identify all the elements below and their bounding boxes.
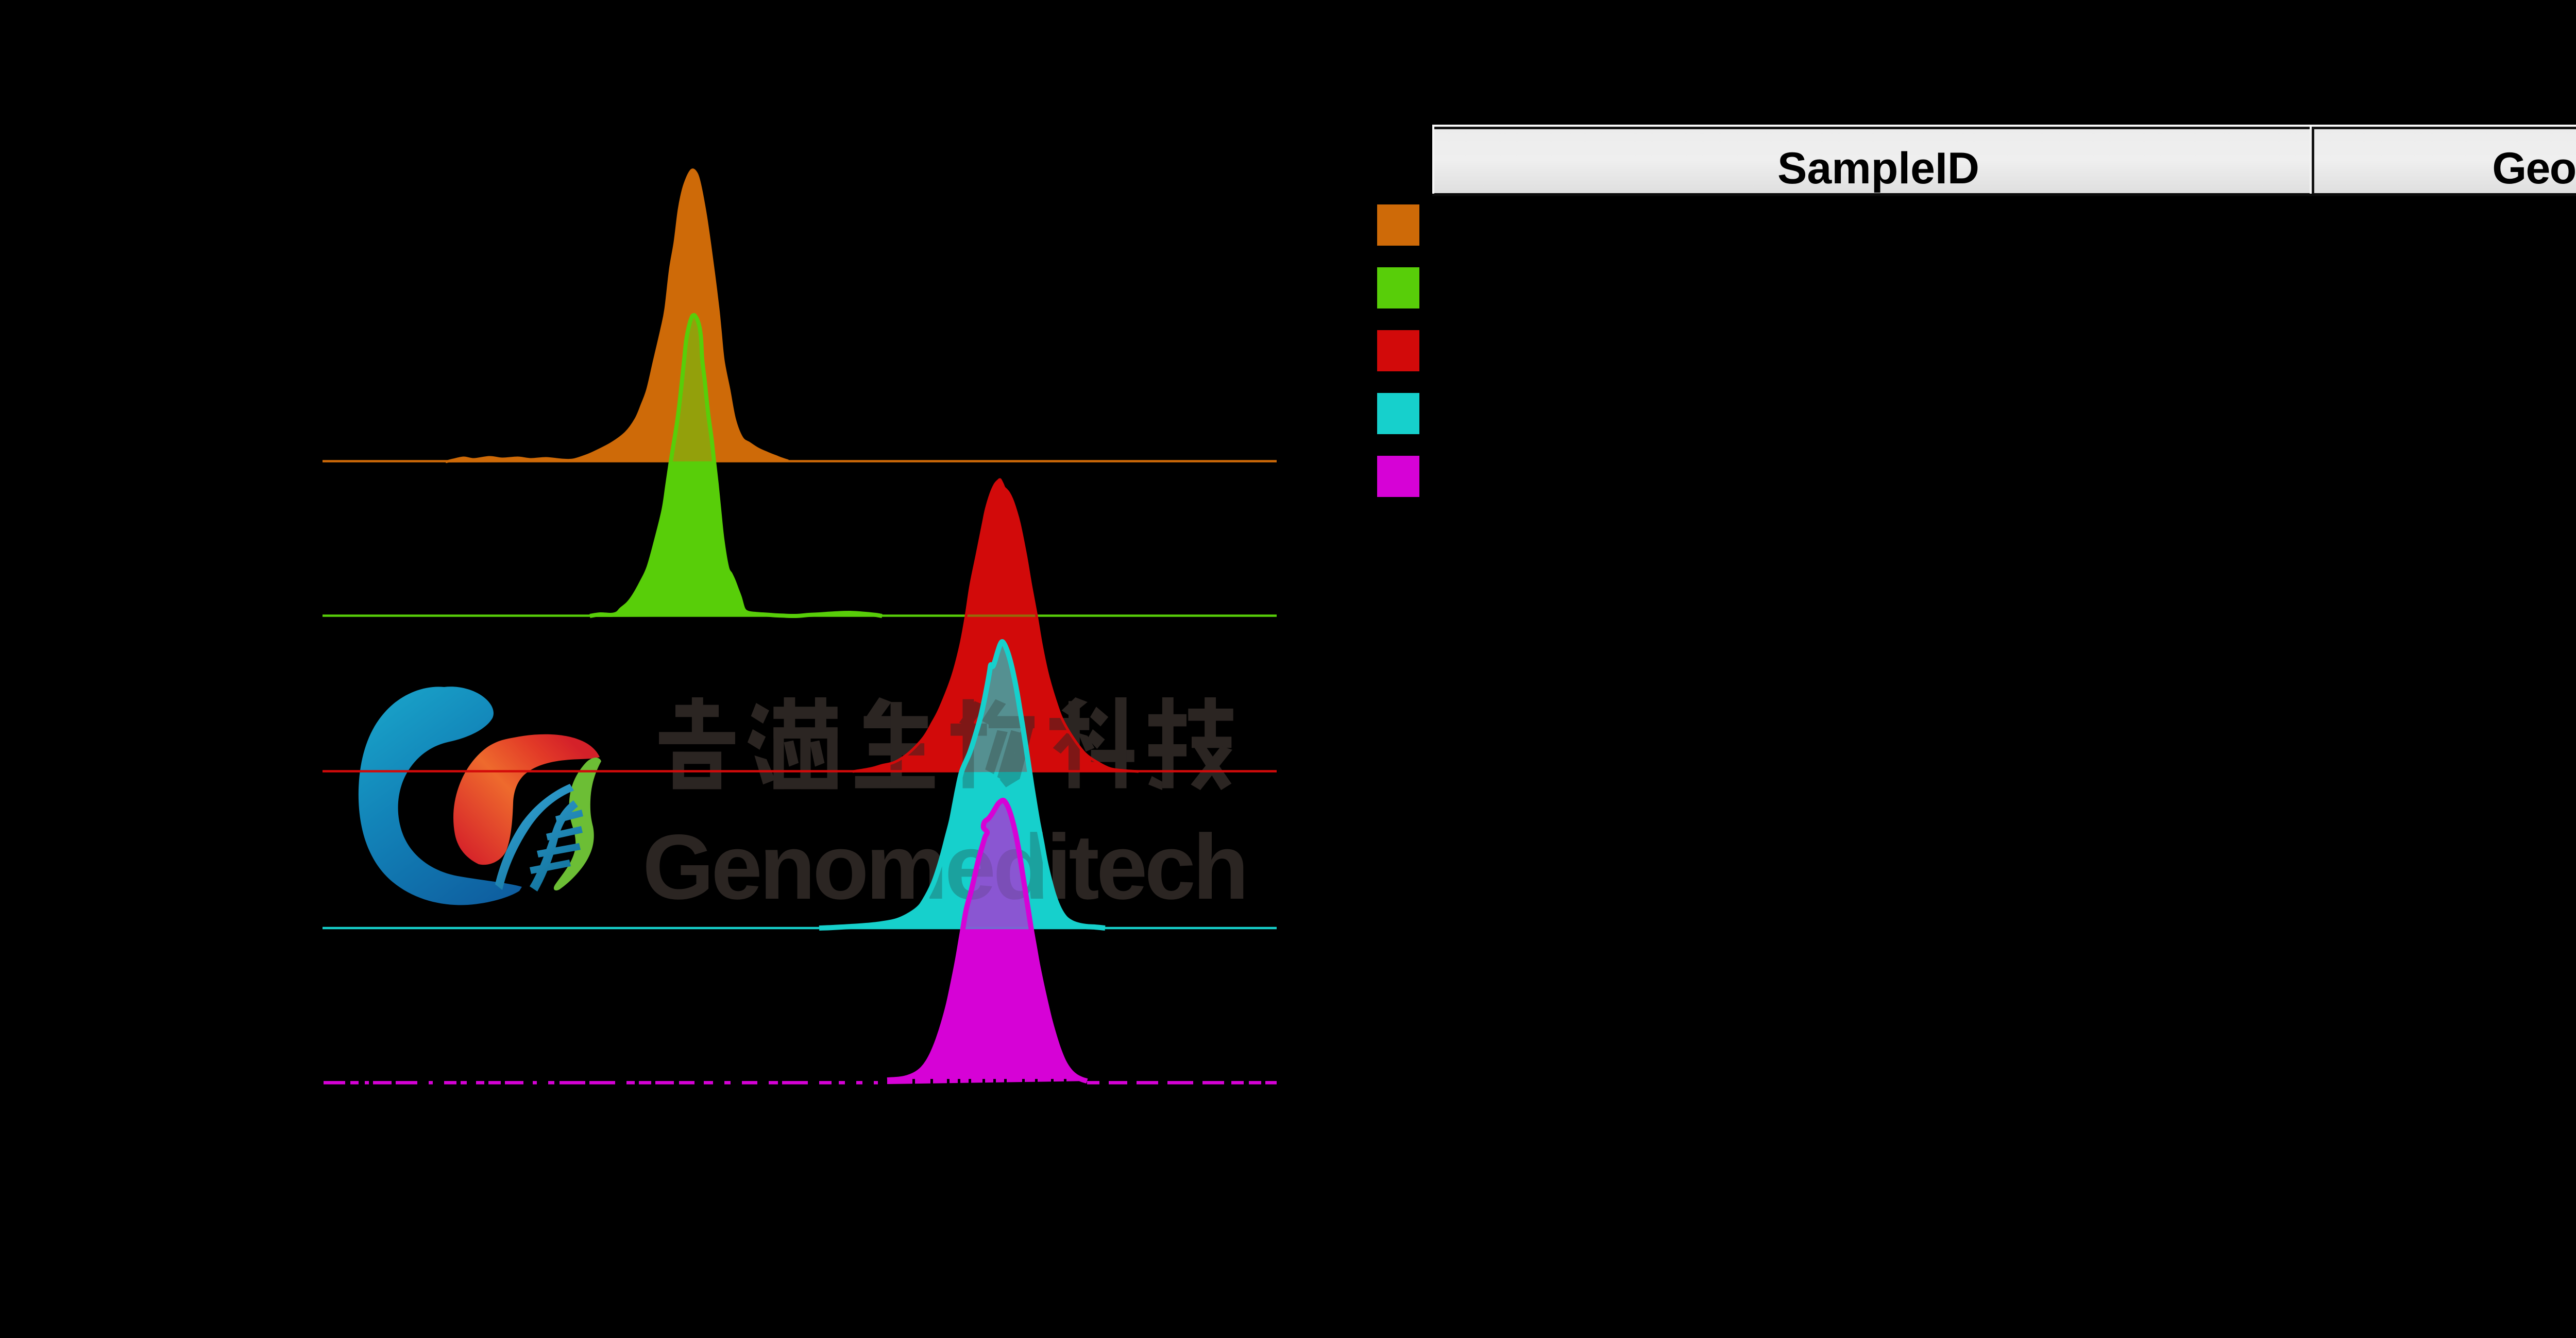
- svg-text:Geometric Mean : FL11-H: Geometric Mean : FL11-H: [2492, 144, 2576, 193]
- svg-text:SampleID: SampleID: [1777, 144, 1979, 193]
